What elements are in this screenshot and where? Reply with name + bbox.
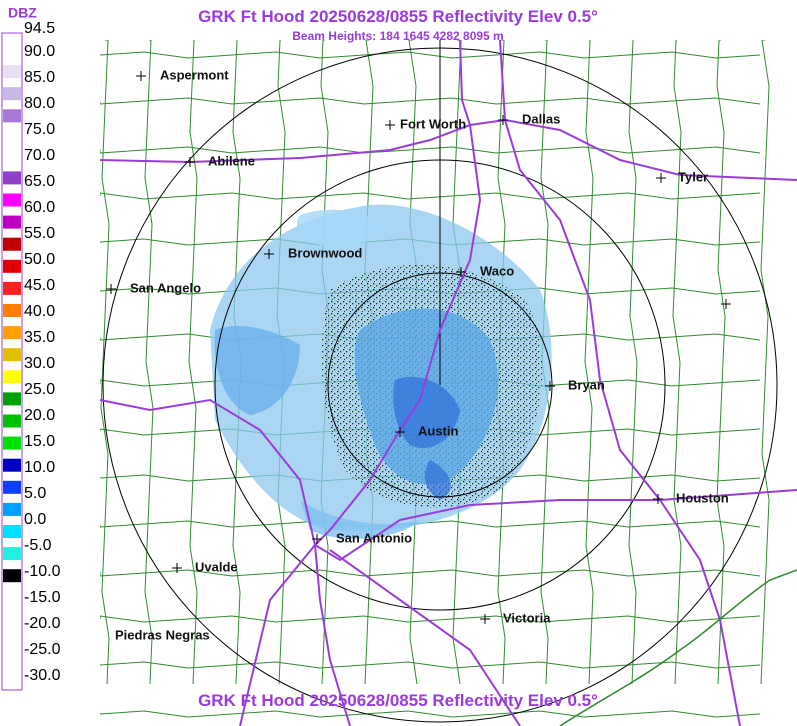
legend-label: 25.0 <box>24 381 55 398</box>
legend-label: -5.0 <box>24 537 52 554</box>
county-line <box>584 40 594 685</box>
city-label: Dallas <box>522 111 560 126</box>
colorbar-swatch <box>3 65 21 79</box>
county-line <box>100 192 761 200</box>
highways <box>100 40 797 726</box>
city-label: Austin <box>418 423 459 438</box>
title: GRK Ft Hood 20250628/0855 Reflectivity E… <box>198 7 598 26</box>
legend-label: 60.0 <box>24 199 55 216</box>
county-line <box>100 615 761 623</box>
city-label: Victoria <box>503 610 551 625</box>
legend-label: 30.0 <box>24 355 55 372</box>
colorbar-swatch <box>3 525 21 538</box>
legend-label: 85.0 <box>24 69 55 86</box>
colorbar-swatch <box>3 414 21 428</box>
city-label: Aspermont <box>160 67 229 82</box>
legend-label: 20.0 <box>24 407 55 424</box>
county-line <box>100 661 761 669</box>
colorbar-swatch <box>3 547 21 561</box>
legend-label: 80.0 <box>24 95 55 112</box>
colorbar-swatch <box>3 392 21 406</box>
county-line <box>100 97 761 105</box>
coastline <box>559 569 797 726</box>
colorbar-swatch <box>3 436 21 450</box>
county-line <box>144 40 154 685</box>
legend-label: 0.0 <box>24 511 46 528</box>
legend-unit: DBZ <box>8 5 37 21</box>
colorbar-swatch <box>3 215 21 229</box>
city-label: Abilene <box>208 153 255 168</box>
highway <box>499 40 661 501</box>
colorbar-swatch <box>3 370 21 384</box>
county-line <box>760 40 770 685</box>
city-label: San Antonio <box>336 530 412 545</box>
city-label: Houston <box>676 490 729 505</box>
colorbar-swatch <box>3 348 21 362</box>
legend-label: 10.0 <box>24 459 55 476</box>
colorbar-swatch <box>3 259 21 273</box>
legend-label: 5.0 <box>24 485 46 502</box>
city-label: Brownwood <box>288 245 362 260</box>
legend-label: 90.0 <box>24 43 55 60</box>
colorbar-swatch <box>3 502 21 516</box>
colorbar-swatch <box>3 109 21 123</box>
colorbar-swatch <box>3 281 21 295</box>
legend-label: -10.0 <box>24 563 61 580</box>
colorbar-swatch <box>3 171 21 185</box>
range-rings <box>102 40 778 723</box>
county-line <box>188 40 198 685</box>
city-label: San Angelo <box>130 280 201 295</box>
county-line <box>672 40 682 685</box>
colorbar-frame <box>1 32 23 691</box>
county-line <box>628 40 638 685</box>
legend: DBZ 94.5 90.0 85.0 80.0 75.0 70.0 65.0 60.0 55.0… <box>1 5 61 691</box>
city-label: Bryan <box>568 377 605 392</box>
city-label: Piedras Negras <box>115 627 210 642</box>
legend-label: 70.0 <box>24 147 55 164</box>
highway <box>314 544 351 726</box>
highway <box>329 549 521 726</box>
colorbar-swatch <box>3 87 21 101</box>
legend-label: 15.0 <box>24 433 55 450</box>
county-line <box>100 40 110 685</box>
county-line <box>100 710 761 718</box>
colorbar-swatch <box>3 304 21 317</box>
colorbar-swatch <box>3 237 21 251</box>
city-label: Tyler <box>678 169 708 184</box>
county-line <box>716 40 726 685</box>
colorbar-swatch <box>3 43 21 56</box>
subtitle: Beam Heights: 184 1645 4282 8095 m <box>292 29 503 43</box>
legend-label: -15.0 <box>24 589 61 606</box>
legend-label: 40.0 <box>24 303 55 320</box>
colorbar-swatch <box>3 193 21 207</box>
legend-label: -25.0 <box>24 641 61 658</box>
city-label: Waco <box>480 263 514 278</box>
colorbar-swatch <box>3 326 21 340</box>
county-line <box>100 51 761 59</box>
legend-label: 94.5 <box>24 20 55 37</box>
highway <box>659 499 741 726</box>
colorbar-swatch <box>3 480 21 494</box>
colorbar-swatch <box>3 569 21 583</box>
legend-label: 45.0 <box>24 277 55 294</box>
legend-label: 75.0 <box>24 121 55 138</box>
legend-label: -30.0 <box>24 667 61 684</box>
highway <box>100 398 797 562</box>
county-line <box>100 569 761 577</box>
colorbar-swatch <box>3 458 21 472</box>
cities: Aspermont Fort Worth Dallas Abilene Tyler Bro… <box>106 67 731 642</box>
city-label: Fort Worth <box>400 116 466 131</box>
footer-title: GRK Ft Hood 20250628/0855 Reflectivity E… <box>198 691 598 710</box>
county-line <box>100 146 761 154</box>
legend-label: 50.0 <box>24 251 55 268</box>
legend-label: -20.0 <box>24 615 61 632</box>
radar-echoes <box>210 204 552 539</box>
legend-label: 35.0 <box>24 329 55 346</box>
city-label: Uvalde <box>195 559 238 574</box>
legend-label: 65.0 <box>24 173 55 190</box>
legend-label: 55.0 <box>24 225 55 242</box>
